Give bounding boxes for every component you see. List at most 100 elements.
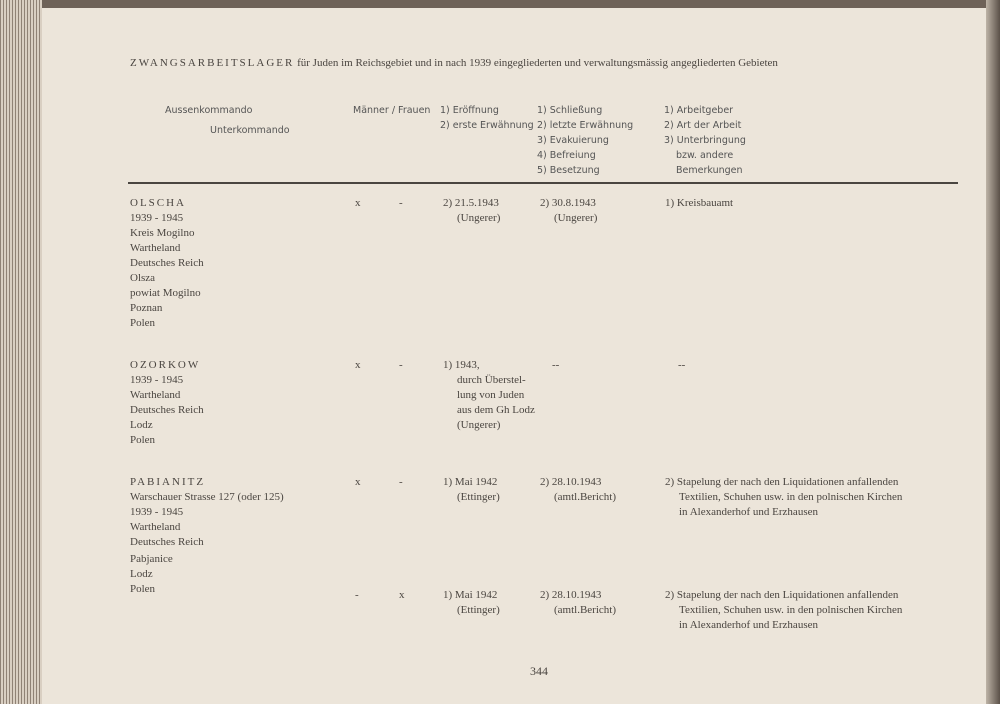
camp-location-now-line: Polen <box>130 317 156 329</box>
header-divider <box>128 182 958 184</box>
page-title: ZWANGSARBEITSLAGER für Juden im Reichsge… <box>130 56 778 71</box>
notes-info: 2) Stapelung der nach den Liquidationen … <box>665 475 902 520</box>
camp-name: OZORKOW <box>130 359 201 371</box>
notes-info-line: 1) Kreisbauamt <box>665 197 734 209</box>
notes-info-line: Textilien, Schuhen usw. in den polnische… <box>679 604 903 616</box>
opening-info-line: (Ungerer) <box>457 419 501 431</box>
book-page-stack <box>0 0 42 704</box>
camp-location-now-line: Pabjanice <box>130 553 173 565</box>
camp-location-line: 1939 - 1945 <box>130 374 184 386</box>
page-number: 344 <box>530 664 548 678</box>
camp-location-line: Deutsches Reich <box>130 404 204 416</box>
opening-info-line: 1) Mai 1942 <box>443 476 498 488</box>
camp-location: 1939 - 1945 Kreis Mogilno Wartheland Deutsc… <box>130 211 204 271</box>
closing-info-line: 2) 28.10.1943 <box>540 476 602 488</box>
header-maenner-frauen: Männer / Frauen <box>353 105 431 116</box>
opening-info-line: lung von Juden <box>457 389 525 401</box>
camp-location: 1939 - 1945 Wartheland Deutsches Reich <box>130 373 204 418</box>
camp-location-line: Deutsches Reich <box>130 536 204 548</box>
opening-info-line: 2) 21.5.1943 <box>443 197 499 209</box>
closing-info: 2) 28.10.1943 (amtl.Bericht) <box>540 475 616 505</box>
title-rest: für Juden im Reichsgebiet und in nach 19… <box>297 57 778 69</box>
opening-info-line: (Ettinger) <box>457 604 500 616</box>
opening-info-line: (Ettinger) <box>457 491 500 503</box>
camp-location-now-line: Polen <box>130 583 156 595</box>
header-unterkommando: Unterkommando <box>210 125 290 136</box>
header-close: 1) Schließung 2) letzte Erwähnung 3) Eva… <box>537 103 633 178</box>
notes-info-line: Textilien, Schuhen usw. in den polnische… <box>679 491 903 503</box>
notes-info-line: -- <box>678 359 686 371</box>
camp-location-now: Lodz Polen <box>130 418 155 448</box>
notes-info-line: 2) Stapelung der nach den Liquidationen … <box>665 589 899 601</box>
header-close-2: 2) letzte Erwähnung <box>537 120 634 131</box>
men-mark: - <box>355 589 359 601</box>
men-mark: x <box>355 359 361 371</box>
notes-info-line: 2) Stapelung der nach den Liquidationen … <box>665 476 899 488</box>
closing-info: 2) 30.8.1943 (Ungerer) <box>540 196 597 226</box>
camp-location-now-line: Lodz <box>130 568 153 580</box>
opening-info: 1) Mai 1942 (Ettinger) <box>443 475 500 505</box>
camp-location-line: Kreis Mogilno <box>130 227 195 239</box>
book-edge-top <box>0 0 1000 8</box>
header-notes-5: Bemerkungen <box>676 165 743 176</box>
camp-location-now-line: powiat Mogilno <box>130 287 201 299</box>
camp-location-line: Wartheland <box>130 389 181 401</box>
camp-name: OLSCHA <box>130 197 187 209</box>
men-mark: x <box>355 197 361 209</box>
camp-location-now: Pabjanice Lodz Polen <box>130 552 173 597</box>
header-close-1: 1) Schließung <box>537 105 603 116</box>
closing-info-line: (amtl.Bericht) <box>554 491 617 503</box>
opening-info-line: 1) 1943, <box>443 359 480 371</box>
notes-info: -- <box>678 358 685 373</box>
camp-location-line: Warschauer Strasse 127 (oder 125) <box>130 491 284 503</box>
opening-info-line: 1) Mai 1942 <box>443 589 498 601</box>
header-close-3: 3) Evakuierung <box>537 135 609 146</box>
header-close-5: 5) Besetzung <box>537 165 600 176</box>
women-mark: - <box>399 359 403 371</box>
camp-location-now-line: Polen <box>130 434 156 446</box>
header-notes-1: 1) Arbeitgeber <box>664 105 734 116</box>
women-mark: - <box>399 476 403 488</box>
men-mark: x <box>355 476 361 488</box>
header-open-2: 2) erste Erwähnung <box>440 120 534 131</box>
header-notes-4: bzw. andere <box>676 150 734 161</box>
women-mark: - <box>399 197 403 209</box>
camp-location-now-line: Lodz <box>130 419 153 431</box>
camp-location-line: Wartheland <box>130 242 181 254</box>
camp-location-line: 1939 - 1945 <box>130 212 184 224</box>
women-mark: x <box>399 589 405 601</box>
opening-info: 1) 1943, durch Überstel-lung von Juden aus… <box>443 358 535 433</box>
camp-location-now-line: Poznan <box>130 302 163 314</box>
header-open: 1) Eröffnung 2) erste Erwähnung <box>440 103 534 133</box>
header-open-1: 1) Eröffnung <box>440 105 499 116</box>
camp-location: Warschauer Strasse 127 (oder 125) 1939 - … <box>130 490 284 550</box>
camp-location-now-line: Olsza <box>130 272 156 284</box>
title-spaced: ZWANGSARBEITSLAGER <box>130 57 295 69</box>
closing-info-line: 2) 28.10.1943 <box>540 589 602 601</box>
closing-info: 2) 28.10.1943 (amtl.Bericht) <box>540 588 616 618</box>
camp-location-line: Deutsches Reich <box>130 257 204 269</box>
camp-location-line: Wartheland <box>130 521 181 533</box>
camp-location-now: Olsza powiat Mogilno Poznan Polen <box>130 271 201 331</box>
closing-info-line: (amtl.Bericht) <box>554 604 617 616</box>
header-notes-2: 2) Art der Arbeit <box>664 120 742 131</box>
notes-info-line: in Alexanderhof und Erzhausen <box>679 619 818 631</box>
closing-info-line: (Ungerer) <box>554 212 598 224</box>
closing-info: -- <box>552 358 559 373</box>
opening-info: 2) 21.5.1943 (Ungerer) <box>443 196 500 226</box>
opening-info-line: aus dem Gh Lodz <box>457 404 535 416</box>
notes-info: 2) Stapelung der nach den Liquidationen … <box>665 588 902 633</box>
camp-name: PABIANITZ <box>130 476 206 488</box>
book-edge-right <box>986 0 1000 704</box>
opening-info-line: durch Überstel- <box>457 374 526 386</box>
header-close-4: 4) Befreiung <box>537 150 596 161</box>
closing-info-line: -- <box>552 359 560 371</box>
header-notes: 1) Arbeitgeber 2) Art der Arbeit 3) Unte… <box>664 103 746 178</box>
notes-info-line: in Alexanderhof und Erzhausen <box>679 506 818 518</box>
header-notes-3: 3) Unterbringung <box>664 135 746 146</box>
camp-location-line: 1939 - 1945 <box>130 506 184 518</box>
header-aussenkommando: Aussenkommando <box>165 105 253 116</box>
notes-info: 1) Kreisbauamt <box>665 196 733 211</box>
opening-info: 1) Mai 1942 (Ettinger) <box>443 588 500 618</box>
opening-info-line: (Ungerer) <box>457 212 501 224</box>
